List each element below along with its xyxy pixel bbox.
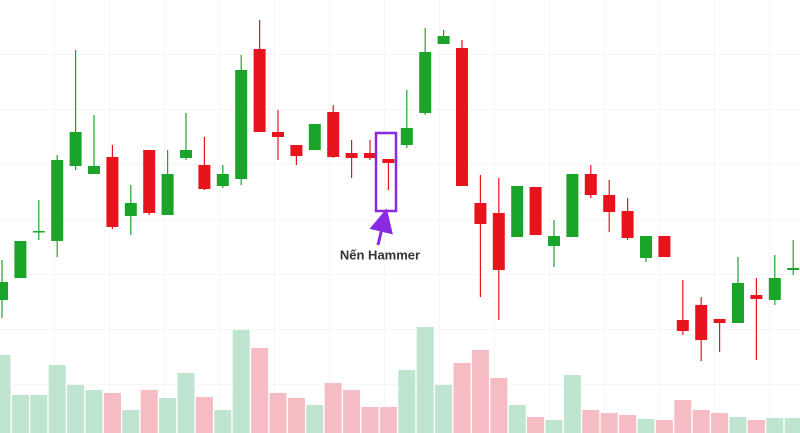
candle-body bbox=[0, 282, 8, 300]
volume-bar bbox=[416, 327, 434, 433]
candle-body bbox=[456, 48, 468, 186]
volume-bar bbox=[508, 405, 526, 433]
volume-bar bbox=[471, 350, 489, 433]
candle-body bbox=[308, 124, 321, 150]
volume-bar bbox=[545, 420, 563, 433]
volume-bar bbox=[11, 395, 29, 433]
volume-bar bbox=[619, 415, 637, 433]
volume-bar bbox=[729, 417, 747, 433]
volume-bar bbox=[214, 410, 232, 433]
candle-body bbox=[327, 112, 340, 157]
volume-layer bbox=[0, 327, 800, 433]
volume-bar bbox=[453, 363, 471, 433]
volume-bar bbox=[600, 413, 618, 433]
candle-body bbox=[216, 174, 229, 186]
candle-body bbox=[198, 165, 211, 189]
candle-body bbox=[51, 160, 64, 241]
candle-body bbox=[676, 320, 689, 331]
volume-bar bbox=[251, 348, 269, 433]
candle-body bbox=[474, 203, 487, 224]
candle-body bbox=[548, 236, 560, 246]
volume-bar bbox=[343, 390, 361, 433]
volume-bar bbox=[177, 373, 195, 433]
candle-body bbox=[14, 241, 27, 278]
volume-bar bbox=[324, 383, 342, 433]
volume-bar bbox=[306, 405, 324, 433]
volume-bar bbox=[85, 390, 103, 433]
candle-body bbox=[272, 132, 284, 137]
volume-bar bbox=[637, 419, 655, 433]
candle-body bbox=[566, 174, 579, 237]
candle-body bbox=[732, 283, 744, 323]
candle-body bbox=[437, 36, 450, 44]
volume-bar bbox=[655, 420, 673, 433]
volume-bar bbox=[67, 385, 85, 433]
candle-body bbox=[621, 211, 634, 238]
volume-bar bbox=[398, 370, 416, 433]
candle-body bbox=[161, 174, 174, 215]
volume-bar bbox=[490, 378, 508, 433]
candle-body bbox=[32, 231, 45, 233]
candle-body bbox=[253, 49, 266, 132]
candle-body bbox=[695, 305, 708, 340]
volume-bar bbox=[48, 365, 66, 433]
candle-layer bbox=[0, 20, 800, 361]
volume-bar bbox=[747, 420, 765, 433]
volume-bar bbox=[122, 410, 140, 433]
candle-body bbox=[750, 295, 763, 299]
volume-bar bbox=[140, 390, 158, 433]
annotation: Nến Hammer bbox=[340, 247, 420, 262]
volume-bar bbox=[269, 393, 287, 433]
candle-body bbox=[290, 145, 303, 156]
volume-bar bbox=[30, 395, 48, 433]
candle-body bbox=[345, 153, 358, 158]
candle-body bbox=[106, 157, 119, 227]
volume-bar bbox=[232, 330, 250, 433]
volume-bar bbox=[0, 355, 11, 433]
candle-body bbox=[787, 268, 800, 270]
candle-body bbox=[382, 159, 395, 163]
candle-body bbox=[364, 153, 376, 158]
volume-bar bbox=[195, 397, 213, 433]
volume-bar bbox=[379, 407, 397, 433]
candle-body bbox=[69, 132, 82, 166]
volume-bar bbox=[582, 410, 600, 433]
candle-body bbox=[658, 236, 671, 257]
candle-body bbox=[768, 278, 781, 300]
volume-bar bbox=[435, 385, 453, 433]
candle-body bbox=[180, 150, 192, 158]
candle-body bbox=[511, 186, 524, 237]
candle-body bbox=[584, 174, 597, 195]
candle-body bbox=[143, 150, 156, 213]
candle-body bbox=[88, 166, 100, 174]
candle-body bbox=[235, 70, 248, 179]
candle-body bbox=[529, 187, 542, 235]
volume-bar bbox=[692, 410, 710, 433]
volume-bar bbox=[361, 407, 379, 433]
volume-bar bbox=[527, 417, 545, 433]
candle-body bbox=[713, 319, 726, 323]
volume-bar bbox=[287, 398, 305, 433]
arrow bbox=[369, 208, 393, 246]
volume-bar bbox=[159, 398, 177, 433]
volume-bar bbox=[563, 375, 581, 433]
volume-bar bbox=[674, 400, 692, 433]
candle-body bbox=[419, 52, 432, 113]
volume-bar bbox=[766, 418, 784, 433]
volume-bar bbox=[103, 393, 121, 433]
candle-body bbox=[400, 128, 413, 145]
candle-body bbox=[603, 195, 616, 212]
candle-body bbox=[492, 213, 505, 270]
candle-body bbox=[640, 236, 652, 258]
volume-bar bbox=[784, 418, 800, 433]
volume-bar bbox=[711, 413, 729, 433]
candle-body bbox=[124, 203, 137, 216]
